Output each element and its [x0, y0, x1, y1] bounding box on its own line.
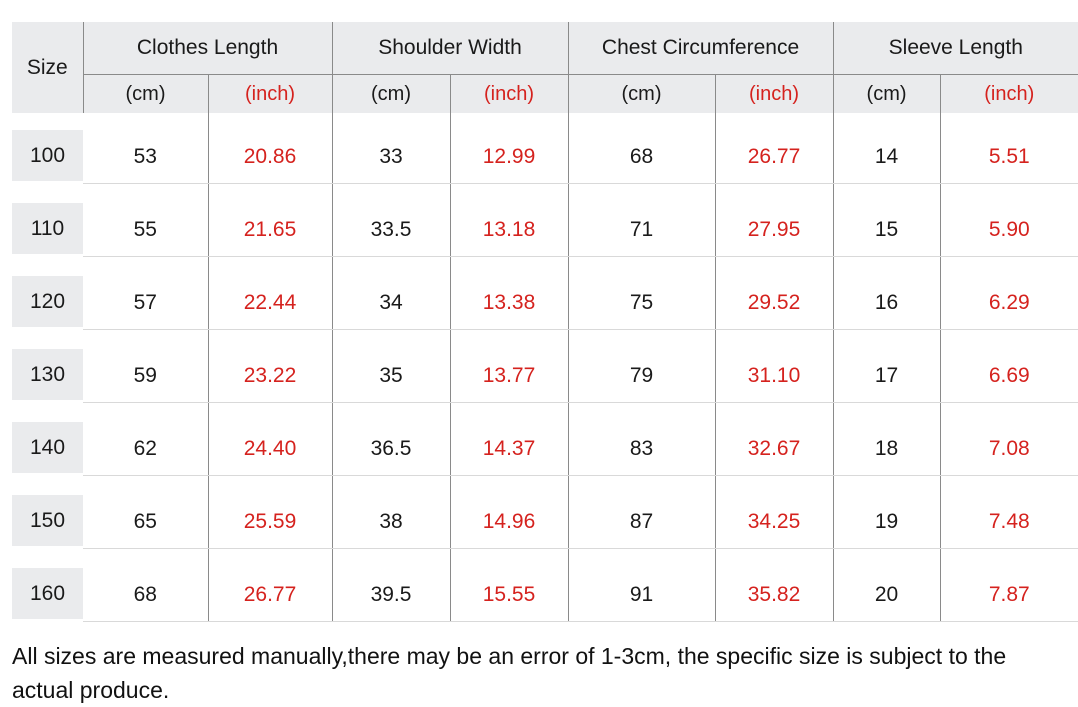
cell-shoulder-cm: 35: [332, 329, 451, 403]
unit-cm-clothes: (cm): [83, 74, 209, 113]
cell-sleeve-cm: 17: [833, 329, 941, 403]
cell-clothes-inch: 26.77: [208, 548, 333, 622]
column-header-size: Size: [12, 22, 84, 113]
cell-chest-cm: 87: [568, 475, 716, 549]
cell-shoulder-cm: 33.5: [332, 183, 451, 257]
cell-sleeve-inch: 6.29: [940, 256, 1078, 330]
cell-sleeve-inch: 6.69: [940, 329, 1078, 403]
cell-clothes-inch: 22.44: [208, 256, 333, 330]
cell-chest-inch: 32.67: [715, 402, 834, 476]
cell-clothes-cm: 62: [83, 402, 209, 476]
column-header-chest-circumference: Chest Circumference: [568, 22, 834, 75]
unit-cm-shoulder: (cm): [332, 74, 451, 113]
table-row: 140 62 24.40 36.5 14.37 83 32.67 18 7.08: [12, 402, 1078, 476]
cell-clothes-inch: 25.59: [208, 475, 333, 549]
cell-chest-inch: 26.77: [715, 113, 834, 184]
size-chart-table: Size Clothes Length Shoulder Width Chest…: [12, 22, 1078, 622]
cell-sleeve-inch: 7.48: [940, 475, 1078, 549]
table-row: 150 65 25.59 38 14.96 87 34.25 19 7.48: [12, 475, 1078, 549]
size-value: 150: [12, 495, 83, 546]
cell-clothes-cm: 53: [83, 113, 209, 184]
cell-clothes-cm: 68: [83, 548, 209, 622]
cell-clothes-inch: 23.22: [208, 329, 333, 403]
table-row: 100 53 20.86 33 12.99 68 26.77 14 5.51: [12, 113, 1078, 184]
cell-sleeve-cm: 15: [833, 183, 941, 257]
column-header-clothes-length: Clothes Length: [83, 22, 333, 75]
cell-shoulder-inch: 14.37: [450, 402, 569, 476]
cell-chest-cm: 79: [568, 329, 716, 403]
cell-chest-cm: 91: [568, 548, 716, 622]
size-cell: 120: [12, 256, 83, 329]
cell-clothes-inch: 21.65: [208, 183, 333, 257]
table-row: 110 55 21.65 33.5 13.18 71 27.95 15 5.90: [12, 183, 1078, 257]
size-value: 160: [12, 568, 83, 619]
cell-shoulder-cm: 39.5: [332, 548, 451, 622]
table-body: 100 53 20.86 33 12.99 68 26.77 14 5.51 1…: [12, 113, 1078, 622]
cell-shoulder-inch: 14.96: [450, 475, 569, 549]
footer-note: All sizes are measured manually,there ma…: [12, 642, 1007, 703]
column-header-sleeve-length: Sleeve Length: [833, 22, 1078, 75]
cell-sleeve-cm: 16: [833, 256, 941, 330]
cell-chest-inch: 31.10: [715, 329, 834, 403]
cell-shoulder-inch: 13.38: [450, 256, 569, 330]
column-header-shoulder-width: Shoulder Width: [332, 22, 569, 75]
cell-chest-cm: 75: [568, 256, 716, 330]
cell-clothes-cm: 59: [83, 329, 209, 403]
size-cell: 130: [12, 329, 83, 402]
size-cell: 160: [12, 548, 83, 621]
cell-shoulder-inch: 13.18: [450, 183, 569, 257]
table-row: 130 59 23.22 35 13.77 79 31.10 17 6.69: [12, 329, 1078, 403]
size-cell: 150: [12, 475, 83, 548]
cell-sleeve-inch: 7.08: [940, 402, 1078, 476]
cell-shoulder-cm: 34: [332, 256, 451, 330]
size-value: 100: [12, 130, 83, 181]
unit-inch-clothes: (inch): [208, 74, 333, 113]
cell-sleeve-cm: 14: [833, 113, 941, 184]
cell-clothes-cm: 57: [83, 256, 209, 330]
cell-clothes-cm: 65: [83, 475, 209, 549]
cell-chest-inch: 27.95: [715, 183, 834, 257]
cell-chest-cm: 68: [568, 113, 716, 184]
cell-shoulder-inch: 15.55: [450, 548, 569, 622]
cell-shoulder-cm: 38: [332, 475, 451, 549]
cell-sleeve-cm: 19: [833, 475, 941, 549]
cell-chest-cm: 71: [568, 183, 716, 257]
unit-cm-chest: (cm): [568, 74, 716, 113]
cell-clothes-inch: 20.86: [208, 113, 333, 184]
size-value: 110: [12, 203, 83, 254]
cell-sleeve-cm: 18: [833, 402, 941, 476]
cell-shoulder-cm: 36.5: [332, 402, 451, 476]
cell-chest-cm: 83: [568, 402, 716, 476]
size-value: 120: [12, 276, 83, 327]
cell-sleeve-inch: 7.87: [940, 548, 1078, 622]
size-cell: 110: [12, 183, 83, 256]
size-value: 140: [12, 422, 83, 473]
unit-inch-chest: (inch): [715, 74, 834, 113]
size-cell: 140: [12, 402, 83, 475]
cell-chest-inch: 35.82: [715, 548, 834, 622]
cell-shoulder-cm: 33: [332, 113, 451, 184]
cell-clothes-inch: 24.40: [208, 402, 333, 476]
unit-cm-sleeve: (cm): [833, 74, 941, 113]
cell-sleeve-inch: 5.90: [940, 183, 1078, 257]
unit-header-row: (cm) (inch) (cm) (inch) (cm) (inch) (cm)…: [12, 74, 1078, 113]
cell-sleeve-cm: 20: [833, 548, 941, 622]
cell-clothes-cm: 55: [83, 183, 209, 257]
unit-inch-shoulder: (inch): [450, 74, 569, 113]
group-header-row: Size Clothes Length Shoulder Width Chest…: [12, 22, 1078, 113]
unit-inch-sleeve: (inch): [940, 74, 1078, 113]
cell-shoulder-inch: 13.77: [450, 329, 569, 403]
table-header: Size Clothes Length Shoulder Width Chest…: [12, 22, 1078, 113]
size-value: 130: [12, 349, 83, 400]
cell-sleeve-inch: 5.51: [940, 113, 1078, 184]
table-row: 120 57 22.44 34 13.38 75 29.52 16 6.29: [12, 256, 1078, 330]
table-row: 160 68 26.77 39.5 15.55 91 35.82 20 7.87: [12, 548, 1078, 622]
cell-chest-inch: 29.52: [715, 256, 834, 330]
size-cell: 100: [12, 113, 83, 183]
cell-shoulder-inch: 12.99: [450, 113, 569, 184]
cell-chest-inch: 34.25: [715, 475, 834, 549]
